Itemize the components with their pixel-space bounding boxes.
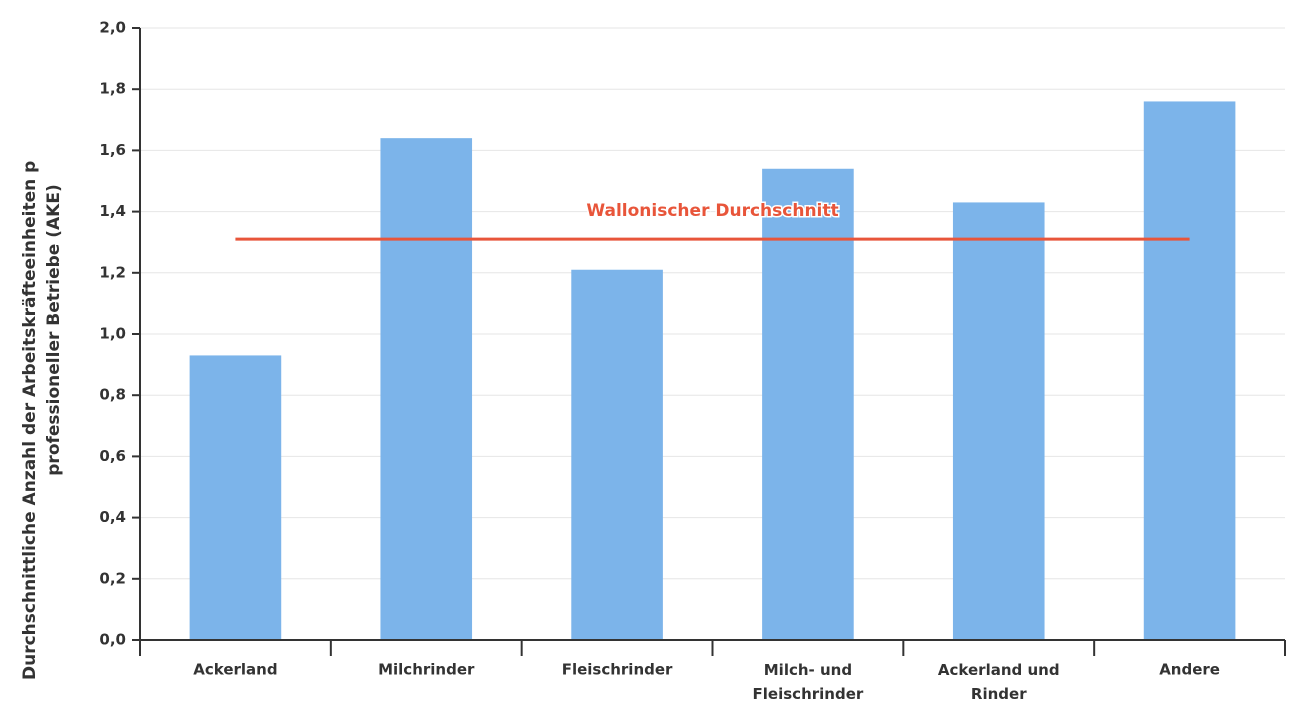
reference-label: Wallonischer Durchschnitt (586, 201, 838, 221)
x-tick-label: Milchrinder (378, 661, 475, 679)
y-tick-label: 1,0 (99, 325, 126, 343)
y-tick-label: 0,6 (99, 447, 126, 465)
x-tick-label-line: Rinder (971, 685, 1027, 703)
x-tick-label: Fleischrinder (562, 661, 673, 679)
x-tick-label: Andere (1159, 661, 1220, 679)
bar (1143, 101, 1236, 640)
x-tick-label-line: Milch- und (764, 661, 852, 679)
bar (571, 269, 663, 640)
y-tick-label: 2,0 (99, 19, 126, 37)
y-tick-label: 1,6 (99, 141, 126, 159)
y-axis-label: professioneller Betriebe (AKE) (44, 184, 64, 475)
y-tick-label: 1,8 (99, 80, 126, 98)
y-tick-label: 1,2 (99, 263, 126, 281)
bar (762, 168, 854, 640)
x-tick-label: Ackerland und Rinder (938, 661, 1060, 703)
x-tick-label-line: Fleischrinder (753, 685, 864, 703)
y-tick-label: 0,8 (99, 386, 126, 404)
x-tick-label: Milch- und Fleischrinder (753, 661, 864, 703)
y-tick-label: 0,4 (99, 508, 126, 526)
x-tick-label-line: Ackerland und (938, 661, 1060, 679)
x-tick-label: Ackerland (193, 661, 277, 679)
y-tick-label: 0,2 (99, 569, 126, 587)
bar (380, 138, 473, 640)
y-axis-label: Durchschnittliche Anzahl der Arbeitskräf… (20, 161, 40, 680)
bar (952, 202, 1045, 641)
y-tick-label: 0,0 (99, 631, 126, 649)
bar (189, 355, 282, 640)
y-tick-label: 1,4 (99, 202, 126, 220)
